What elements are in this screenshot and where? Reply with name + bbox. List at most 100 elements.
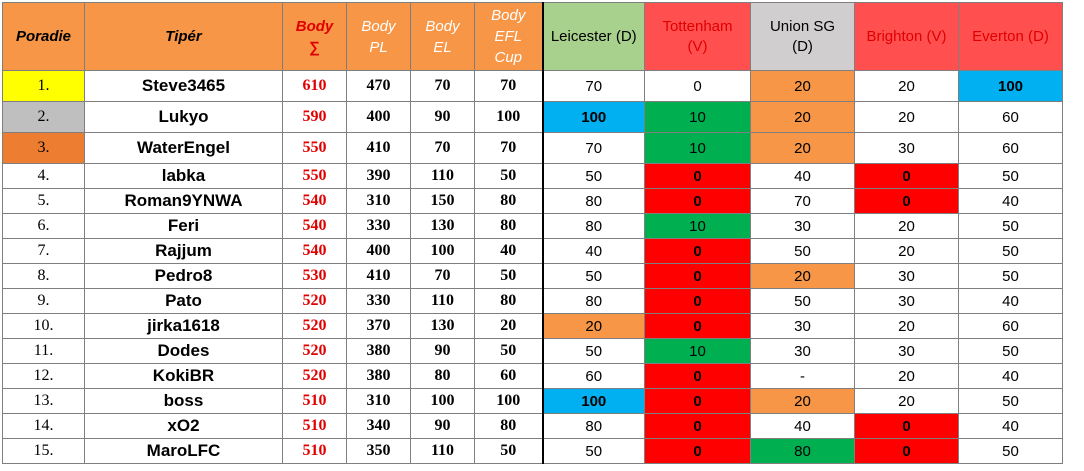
table-row: 15. MaroLFC 510 350 110 50 50 0 80 0 50 [2, 438, 1063, 464]
pick-tottenham: 0 [644, 313, 751, 339]
pick-everton: 50 [958, 438, 1063, 464]
rank-cell: 7. [2, 238, 85, 264]
pick-tottenham: 0 [644, 70, 751, 102]
pick-brighton: 20 [854, 388, 959, 414]
total-points-header-label: Body [295, 17, 334, 35]
pick-brighton: 30 [854, 338, 959, 364]
tipster-name: boss [84, 388, 283, 414]
pick-union-sg: 20 [750, 388, 855, 414]
total-points-header: Body ∑ [282, 2, 347, 71]
pick-tottenham: 10 [644, 213, 751, 239]
pick-union-sg: 20 [750, 263, 855, 289]
table-row: 2. Lukyo 590 400 90 100 100 10 20 20 60 [2, 101, 1063, 133]
total-points: 520 [282, 288, 347, 314]
pick-everton: 60 [958, 313, 1063, 339]
pick-tottenham: 10 [644, 132, 751, 164]
total-points: 510 [282, 438, 347, 464]
pick-brighton: 20 [854, 70, 959, 102]
pick-leicester: 50 [542, 438, 645, 464]
team-header-label: Tottenham [662, 17, 733, 35]
table-row: 4. labka 550 390 110 50 50 0 40 0 50 [2, 163, 1063, 189]
el-points: 90 [410, 413, 475, 439]
pick-brighton: 20 [854, 313, 959, 339]
efl-points: 50 [474, 263, 544, 289]
efl-header-line-1: Body [491, 7, 526, 24]
efl-points: 60 [474, 363, 544, 389]
pick-tottenham: 0 [644, 363, 751, 389]
rank-cell: 15. [2, 438, 85, 464]
el-points: 90 [410, 338, 475, 364]
pick-union-sg: 50 [750, 238, 855, 264]
pick-everton: 50 [958, 238, 1063, 264]
team-header-tottenham: Tottenham (V) [644, 2, 751, 71]
el-points: 110 [410, 288, 475, 314]
pl-points: 390 [346, 163, 411, 189]
pick-union-sg: 30 [750, 213, 855, 239]
total-points: 610 [282, 70, 347, 102]
rank-cell: 12. [2, 363, 85, 389]
table-row: 8. Pedro8 530 410 70 50 50 0 20 30 50 [2, 263, 1063, 289]
pick-everton: 40 [958, 413, 1063, 439]
pl-points: 330 [346, 213, 411, 239]
pl-points: 340 [346, 413, 411, 439]
pick-tottenham: 0 [644, 288, 751, 314]
pick-leicester: 50 [542, 263, 645, 289]
pick-leicester: 80 [542, 213, 645, 239]
pick-brighton: 20 [854, 363, 959, 389]
tipster-name: labka [84, 163, 283, 189]
pick-union-sg: 20 [750, 132, 855, 164]
pick-brighton: 20 [854, 238, 959, 264]
efl-points: 50 [474, 438, 544, 464]
total-points: 590 [282, 101, 347, 133]
pick-brighton: 30 [854, 288, 959, 314]
pick-brighton: 0 [854, 438, 959, 464]
table-row: 6. Feri 540 330 130 80 80 10 30 20 50 [2, 213, 1063, 239]
pick-leicester: 70 [542, 70, 645, 102]
pl-points-header: Body PL [346, 2, 411, 71]
pl-points: 370 [346, 313, 411, 339]
pick-leicester: 60 [542, 363, 645, 389]
rank-cell: 1. [2, 70, 85, 102]
pick-union-sg: 20 [750, 101, 855, 133]
pick-everton: 50 [958, 163, 1063, 189]
pick-leicester: 80 [542, 288, 645, 314]
tipster-name: Roman9YNWA [84, 188, 283, 214]
efl-points: 80 [474, 188, 544, 214]
rank-cell: 14. [2, 413, 85, 439]
pl-points: 400 [346, 101, 411, 133]
pick-tottenham: 10 [644, 338, 751, 364]
pick-union-sg: 30 [750, 313, 855, 339]
table-row: 12. KokiBR 520 380 80 60 60 0-20 40 [2, 363, 1063, 389]
el-points: 110 [410, 163, 475, 189]
team-header-label: Leicester (D) [550, 27, 637, 45]
rank-cell: 13. [2, 388, 85, 414]
pick-brighton: 20 [854, 101, 959, 133]
pick-union-sg: 40 [750, 163, 855, 189]
pick-brighton: 0 [854, 163, 959, 189]
pick-everton: 100 [958, 70, 1063, 102]
efl-points: 100 [474, 101, 544, 133]
el-points: 150 [410, 188, 475, 214]
pick-tottenham: 0 [644, 263, 751, 289]
pick-tottenham: 0 [644, 388, 751, 414]
pick-leicester: 80 [542, 413, 645, 439]
tipster-name: Pedro8 [84, 263, 283, 289]
rank-cell: 2. [2, 101, 85, 133]
pl-points: 350 [346, 438, 411, 464]
pick-brighton: 30 [854, 132, 959, 164]
pl-points: 470 [346, 70, 411, 102]
total-points: 540 [282, 188, 347, 214]
total-points: 510 [282, 413, 347, 439]
table-row: 13. boss 510 310 100 100 100 0 20 20 50 [2, 388, 1063, 414]
team-header-label: Union SG [769, 17, 836, 35]
team-header-label: (V) [687, 37, 708, 55]
total-points: 530 [282, 263, 347, 289]
pl-points: 400 [346, 238, 411, 264]
team-header-label: (D) [792, 37, 813, 55]
pick-tottenham: 0 [644, 163, 751, 189]
pl-header-line-2: PL [369, 38, 388, 56]
rank-cell: 10. [2, 313, 85, 339]
pick-everton: 60 [958, 132, 1063, 164]
tipster-name: WaterEngel [84, 132, 283, 164]
efl-points: 20 [474, 313, 544, 339]
